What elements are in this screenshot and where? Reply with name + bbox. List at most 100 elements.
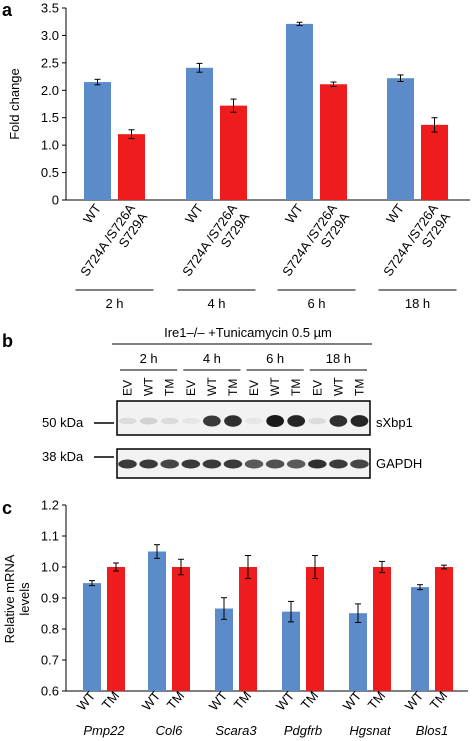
y-tick-label: 0.9 <box>41 591 59 606</box>
lane-label: EV <box>247 380 261 396</box>
y-tick-label: 0 <box>52 193 59 208</box>
x-label-wt: WT <box>80 201 104 226</box>
bar-wt <box>286 23 313 201</box>
y-tick-label: 1.0 <box>41 560 59 575</box>
band-label-sxbp1: sXbp1 <box>376 415 413 430</box>
size-marker-38: 38 kDa <box>42 449 84 464</box>
y-tick-label: 3.5 <box>41 1 59 16</box>
blot-header: Ire1–/– +Tunicamycin 0.5 µm <box>164 325 332 340</box>
lane-label: TM <box>226 379 240 396</box>
group-label: 18 h <box>405 296 430 311</box>
x-label-line: WT <box>282 201 306 226</box>
x-label-tm: TM <box>365 688 389 712</box>
bar-tm <box>306 567 324 691</box>
sxbp1-band <box>329 415 348 427</box>
timepoint-label: 6 h <box>266 351 284 366</box>
size-marker-50: 50 kDa <box>42 415 84 430</box>
bar-wt <box>282 611 300 691</box>
sxbp1-band <box>203 415 221 427</box>
y-axis-label: Relative mRNAlevels <box>2 554 32 643</box>
band-label-gapdh: GAPDH <box>376 456 422 471</box>
x-label-wt: WT <box>282 201 306 226</box>
bar-mutant <box>421 124 448 200</box>
gapdh-band <box>181 459 201 469</box>
sxbp1-band <box>224 415 242 427</box>
bar-tm <box>107 567 125 691</box>
timepoint-label: 2 h <box>140 351 158 366</box>
sxbp1-blot-frame <box>116 400 371 436</box>
lane-label: WT <box>268 377 282 396</box>
gene-label: Scara3 <box>215 723 257 738</box>
bar-mutant <box>320 84 347 200</box>
gene-label: Blos1 <box>416 723 449 738</box>
y-axis-label-line: Relative mRNA <box>2 554 17 643</box>
panel-label-b: b <box>2 331 13 351</box>
gapdh-band <box>329 459 348 469</box>
gapdh-band <box>160 459 179 469</box>
lane-label: WT <box>142 377 156 396</box>
lane-label: TM <box>352 379 366 396</box>
panel-c-bar-chart: c Relative mRNAlevels 0.6 0.7 0.8 0.9 1.0 1.1 1.… <box>2 498 468 738</box>
y-axis-label-line: levels <box>17 582 32 616</box>
gene-label: Pdgfrb <box>284 723 322 738</box>
bar-wt <box>411 587 429 691</box>
panel-label-a: a <box>2 0 13 20</box>
group-label: 6 h <box>307 296 325 311</box>
x-label-tm: TM <box>164 688 188 712</box>
panel-b-western-blot: b Ire1–/– +Tunicamycin 0.5 µm 2 h 4 h 6 h 18 … <box>2 325 422 479</box>
bar-wt <box>215 608 233 691</box>
sxbp1-band <box>139 417 158 425</box>
sxbp1-band <box>160 417 179 425</box>
y-tick-label: 1.5 <box>41 110 59 125</box>
bar-mutant <box>220 105 247 200</box>
x-label-wt: WT <box>402 688 427 713</box>
gapdh-band <box>244 459 264 469</box>
gapdh-band <box>223 459 243 469</box>
lane-label: EV <box>310 380 324 396</box>
gapdh-band <box>202 459 222 469</box>
x-label-tm: TM <box>99 688 123 712</box>
y-axis-label: Fold change <box>7 68 22 140</box>
timepoint-label: 18 h <box>326 351 351 366</box>
gene-label: Hgsnat <box>349 723 392 738</box>
bar-wt <box>186 67 213 201</box>
y-tick-label: 1.1 <box>41 529 59 544</box>
bar-wt <box>84 82 111 200</box>
x-label-line: WT <box>383 201 407 226</box>
bar-wt <box>148 551 166 691</box>
x-label-wt: WT <box>182 201 206 226</box>
gapdh-band <box>118 459 137 469</box>
bar-tm <box>172 567 190 691</box>
y-tick-label: 0.7 <box>41 653 59 668</box>
sxbp1-band <box>287 415 306 427</box>
gapdh-band <box>350 459 369 469</box>
gapdh-blot-frame <box>116 448 371 479</box>
x-label-line: WT <box>80 201 104 226</box>
y-tick-label: 3.0 <box>41 28 59 43</box>
group-label: 4 h <box>207 296 225 311</box>
gapdh-band <box>308 459 327 469</box>
x-label-wt: WT <box>273 688 298 713</box>
lane-label: WT <box>331 377 345 396</box>
bar-wt <box>387 78 414 200</box>
gapdh-band <box>265 459 285 469</box>
y-tick-label: 0.5 <box>41 165 59 180</box>
sxbp1-band <box>266 415 284 427</box>
x-label-wt: WT <box>139 688 164 713</box>
y-tick-label: 0.8 <box>41 622 59 637</box>
sxbp1-band <box>350 415 369 427</box>
lane-label: TM <box>289 379 303 396</box>
timepoint-label: 4 h <box>203 351 221 366</box>
y-tick-label: 1.0 <box>41 138 59 153</box>
bar-tm <box>435 567 453 691</box>
x-label-tm: TM <box>427 688 451 712</box>
y-tick-label: 2.5 <box>41 55 59 70</box>
y-tick-label: 0.6 <box>41 684 59 699</box>
bar-mutant <box>118 134 145 200</box>
gene-label: Col6 <box>156 723 184 738</box>
bar-wt <box>349 613 367 691</box>
x-label-tm: TM <box>298 688 322 712</box>
x-label-wt: WT <box>74 688 99 713</box>
group-label: 2 h <box>105 296 123 311</box>
